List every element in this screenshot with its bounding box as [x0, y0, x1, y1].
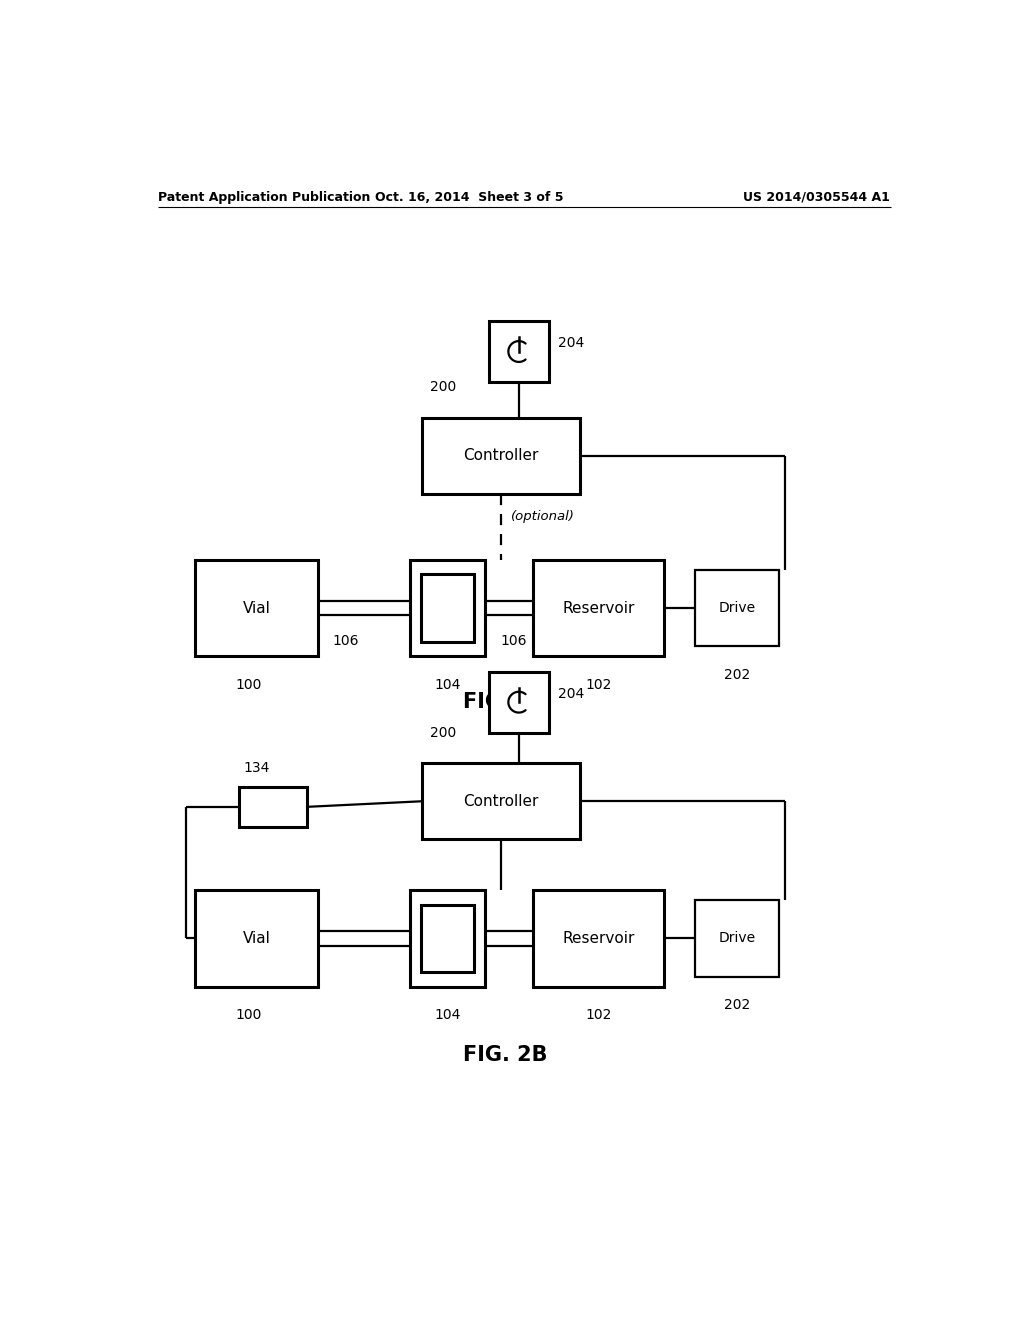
Text: 102: 102 — [585, 678, 611, 692]
Text: 200: 200 — [430, 380, 456, 395]
Bar — [240, 787, 306, 828]
Bar — [421, 904, 474, 973]
Bar — [410, 560, 485, 656]
Text: FIG. 2A: FIG. 2A — [463, 692, 548, 713]
Text: Reservoir: Reservoir — [562, 931, 635, 946]
Bar — [421, 574, 474, 642]
Text: Drive: Drive — [719, 601, 756, 615]
Bar — [196, 560, 318, 656]
Text: Controller: Controller — [463, 449, 539, 463]
Bar — [410, 890, 485, 987]
Text: Reservoir: Reservoir — [562, 601, 635, 615]
Text: 204: 204 — [558, 686, 585, 701]
Bar — [422, 763, 581, 840]
Text: US 2014/0305544 A1: US 2014/0305544 A1 — [743, 190, 890, 203]
Text: Vial: Vial — [243, 601, 271, 615]
Bar — [422, 417, 581, 494]
Bar — [489, 321, 549, 381]
Text: 100: 100 — [236, 1008, 262, 1022]
Text: Patent Application Publication: Patent Application Publication — [158, 190, 371, 203]
Text: Oct. 16, 2014  Sheet 3 of 5: Oct. 16, 2014 Sheet 3 of 5 — [375, 190, 563, 203]
Text: 204: 204 — [558, 337, 585, 350]
Bar — [695, 900, 778, 977]
Text: Drive: Drive — [719, 932, 756, 945]
Text: 106: 106 — [501, 634, 527, 648]
Bar — [489, 672, 549, 733]
Text: FIG. 2B: FIG. 2B — [463, 1045, 547, 1065]
Text: 100: 100 — [236, 678, 262, 692]
Text: 202: 202 — [724, 998, 751, 1012]
Text: Controller: Controller — [463, 793, 539, 809]
Text: (optional): (optional) — [511, 511, 574, 523]
Text: 106: 106 — [333, 634, 359, 648]
Text: 200: 200 — [430, 726, 456, 739]
Text: 104: 104 — [434, 1008, 461, 1022]
Text: 102: 102 — [585, 1008, 611, 1022]
Bar — [532, 890, 664, 987]
Bar — [532, 560, 664, 656]
Text: Vial: Vial — [243, 931, 271, 946]
Bar — [196, 890, 318, 987]
Text: 104: 104 — [434, 678, 461, 692]
Text: 202: 202 — [724, 668, 751, 681]
Bar — [695, 570, 778, 647]
Text: 134: 134 — [244, 762, 270, 775]
